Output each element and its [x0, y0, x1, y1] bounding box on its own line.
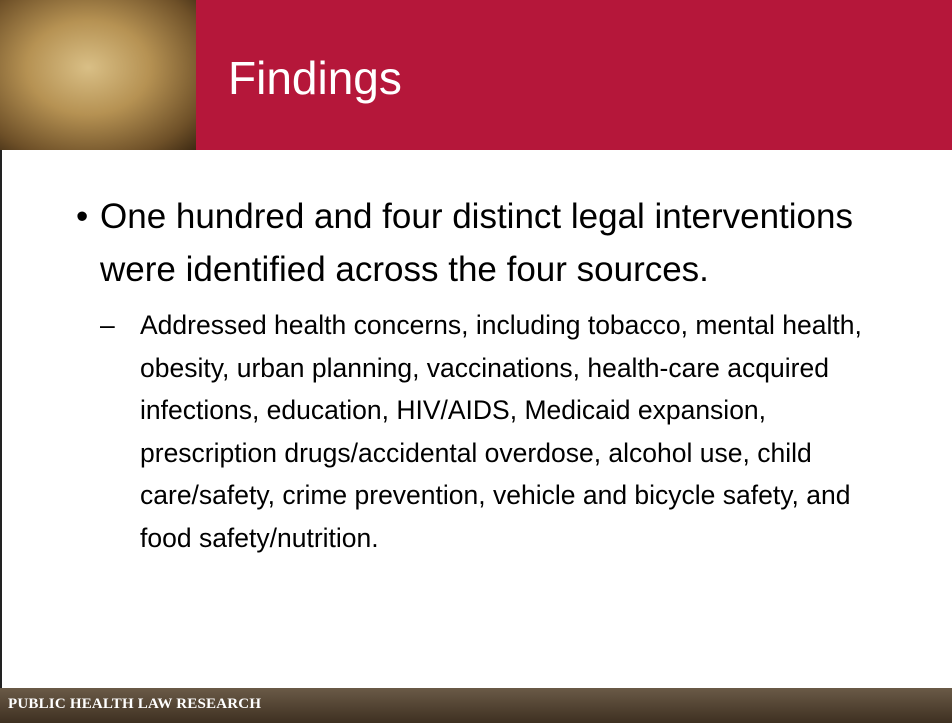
bullet: One hundred and four distinct legal inte… — [76, 190, 906, 296]
left-rule — [0, 150, 2, 692]
header-photo — [0, 0, 196, 150]
footer-text: PUBLIC HEALTH LAW RESEARCH — [8, 696, 261, 713]
content: One hundred and four distinct legal inte… — [76, 190, 906, 559]
slide: Findings One hundred and four distinct l… — [0, 0, 952, 723]
slide-title: Findings — [228, 48, 402, 108]
footer: PUBLIC HEALTH LAW RESEARCH — [0, 688, 952, 723]
sub-bullet: Addressed health concerns, including tob… — [100, 304, 906, 559]
